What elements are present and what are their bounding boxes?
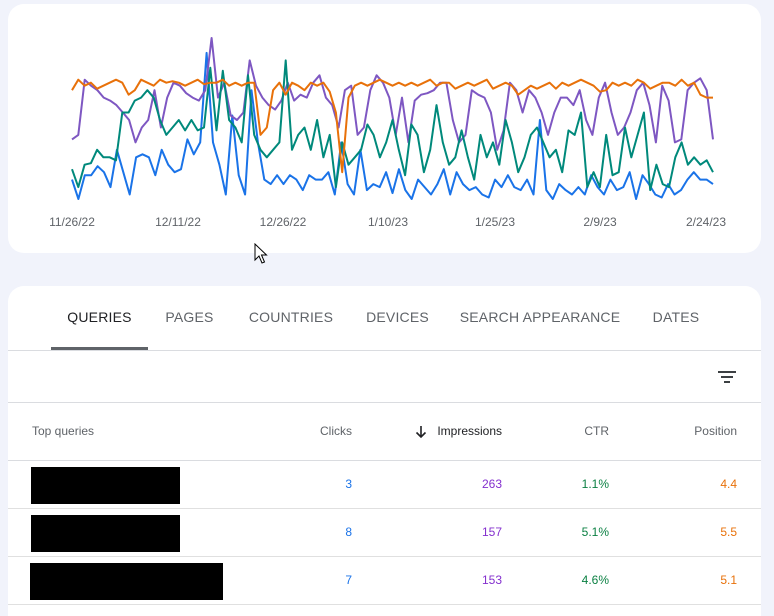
tab-countries[interactable]: COUNTRIES [248, 309, 334, 325]
table-toolbar [8, 351, 761, 403]
impressions-value: 153 [481, 573, 502, 587]
x-tick-label: 12/11/22 [155, 215, 201, 229]
impressions-value: 157 [481, 525, 502, 539]
table-header: Top queries Clicks Impressions CTR Posit… [8, 403, 761, 461]
impressions-value: 263 [481, 477, 502, 491]
position-value: 4.4 [720, 477, 737, 491]
x-tick-label: 2/9/23 [583, 215, 617, 229]
x-tick-label: 12/26/22 [260, 215, 307, 229]
table-row[interactable]: 8 157 5.1% 5.5 [8, 509, 761, 557]
header-impressions[interactable]: Impressions [437, 424, 502, 438]
table-row[interactable]: 3 263 1.1% 4.4 [8, 461, 761, 509]
position-value: 5.1 [720, 573, 737, 587]
ctr-value: 4.6% [581, 573, 609, 587]
arrow-downward-icon[interactable] [414, 425, 428, 439]
position-value: 5.5 [720, 525, 737, 539]
x-tick-label: 1/10/23 [368, 215, 408, 229]
ctr-value: 5.1% [581, 525, 609, 539]
redacted-query [31, 515, 180, 552]
redacted-query [31, 467, 180, 504]
tab-dates[interactable]: DATES [652, 309, 700, 325]
series-line-clicks [71, 51, 714, 200]
tab-search-appearance[interactable]: SEARCH APPEARANCE [459, 309, 621, 325]
redacted-query [30, 563, 223, 600]
series-line-ctr [71, 59, 714, 192]
clicks-value: 8 [345, 525, 352, 539]
header-top-queries[interactable]: Top queries [32, 424, 95, 438]
series-line-position [71, 78, 713, 174]
filter-list-icon[interactable] [712, 363, 742, 391]
ctr-value: 1.1% [581, 477, 609, 491]
tab-devices[interactable]: DEVICES [366, 309, 429, 325]
header-clicks[interactable]: Clicks [320, 424, 352, 438]
x-tick-label: 2/24/23 [686, 215, 726, 229]
series-line-impressions [71, 37, 714, 151]
tab-pages[interactable]: PAGES [165, 309, 214, 325]
header-position[interactable]: Position [694, 424, 737, 438]
active-tab-indicator [51, 347, 148, 350]
mouse-cursor-icon [254, 243, 268, 264]
clicks-value: 7 [345, 573, 352, 587]
performance-line-chart: 11/26/22 12/11/22 12/26/22 1/10/23 1/25/23 2/… [49, 37, 726, 229]
report-table-card: QUERIES PAGES COUNTRIES DEVICES SEARCH A… [8, 286, 761, 616]
header-ctr[interactable]: CTR [584, 424, 609, 438]
performance-chart-card: 11/26/22 12/11/22 12/26/22 1/10/23 1/25/23 2/… [8, 4, 761, 253]
clicks-value: 3 [345, 477, 352, 491]
tab-queries[interactable]: QUERIES [67, 309, 132, 325]
x-tick-label: 1/25/23 [475, 215, 515, 229]
x-tick-label: 11/26/22 [49, 215, 95, 229]
dimension-tabs: QUERIES PAGES COUNTRIES DEVICES SEARCH A… [8, 286, 761, 351]
